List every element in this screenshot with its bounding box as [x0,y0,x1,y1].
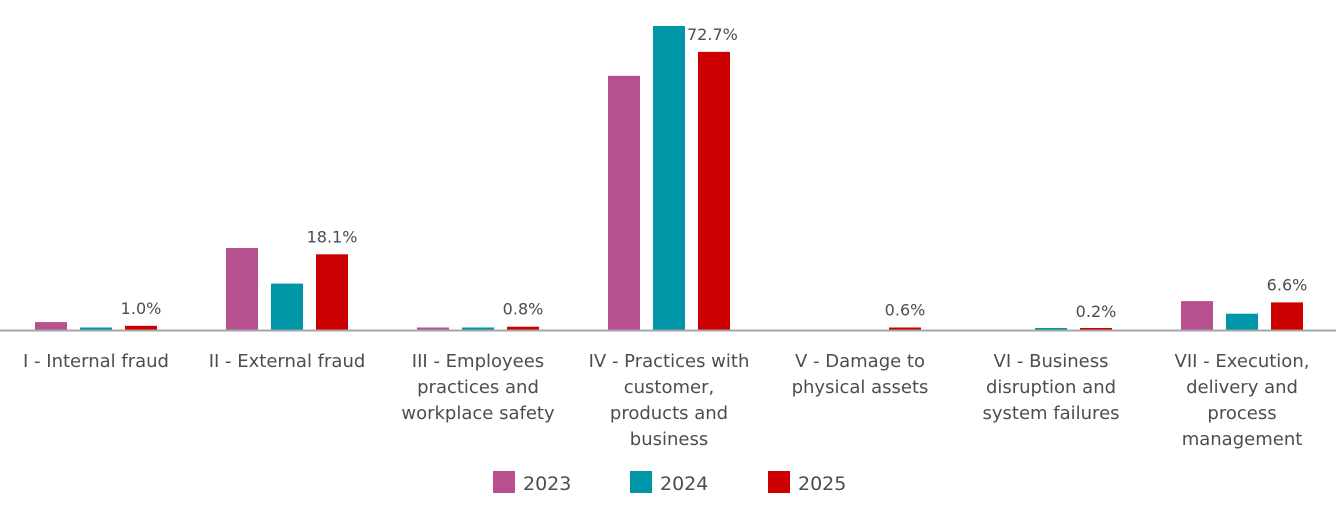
category-label-4: IV - Practices with customer, products and… [589,351,750,450]
category-label-line: business [630,429,708,450]
data-label-cat-2: 18.1% [307,227,358,246]
bar-2025-cat-6 [1080,328,1112,330]
category-labels-layer: I - Internal fraud II - External fraud III… [23,351,1309,450]
bars-layer [35,26,1303,331]
bar-2023-cat-3 [417,327,449,330]
data-label-cat-1: 1.0% [121,299,162,318]
legend-item-2025: 2025 [768,471,846,495]
category-label-line: practices and [417,377,539,398]
bar-2025-cat-4 [698,51,730,331]
legend-label-2023: 2023 [523,473,571,495]
bar-2023-cat-2 [226,248,258,330]
bar-2025-cat-1 [125,325,157,330]
bar-2023-cat-4 [608,75,640,330]
bar-2025-cat-3 [507,326,539,330]
category-label-7: VII - Execution, delivery and process manag… [1175,351,1310,450]
category-label-line: products and [610,403,728,424]
category-label-line: disruption and [986,377,1116,398]
category-label-line: I - Internal fraud [23,351,169,372]
legend-swatch-2025 [768,471,790,493]
data-label-cat-4: 72.7% [687,25,738,44]
legend-item-2024: 2024 [630,471,708,495]
data-label-cat-6: 0.2% [1076,302,1117,321]
category-label-line: II - External fraud [209,351,366,372]
category-label-line: management [1182,429,1303,450]
category-label-line: system failures [982,403,1119,424]
legend: 2023 2024 2025 [493,471,846,495]
legend-swatch-2024 [630,471,652,493]
bar-2025-cat-5 [889,327,921,330]
data-label-cat-5: 0.6% [885,300,926,319]
category-label-line: physical assets [792,377,929,398]
category-label-3: III - Employees practices and workplace sa… [401,351,555,424]
bar-2024-cat-3 [462,327,494,330]
data-label-cat-7: 6.6% [1267,275,1308,294]
category-label-2: II - External fraud [209,351,366,372]
data-label-cat-3: 0.8% [503,300,544,319]
bar-2023-cat-7 [1181,301,1213,330]
category-label-line: VII - Execution, [1175,351,1310,372]
category-label-5: V - Damage to physical assets [792,351,929,398]
data-labels-layer: 1.0% 18.1% 0.8% 72.7% 0.6% 0.2% 6.6% [121,25,1308,321]
category-label-line: workplace safety [401,403,555,424]
bar-2024-cat-2 [271,283,303,330]
legend-label-2025: 2025 [798,473,846,495]
bar-2024-cat-7 [1226,313,1258,330]
bar-2023-cat-1 [35,322,67,330]
bar-2025-cat-2 [316,254,348,330]
bar-2025-cat-7 [1271,302,1303,330]
legend-swatch-2023 [493,471,515,493]
bar-2024-cat-6 [1035,328,1067,330]
legend-label-2024: 2024 [660,473,708,495]
category-label-line: process [1207,403,1276,424]
category-label-line: III - Employees [412,351,544,372]
category-label-1: I - Internal fraud [23,351,169,372]
category-label-line: delivery and [1186,377,1298,398]
category-label-line: IV - Practices with [589,351,750,372]
bar-2024-cat-4 [653,26,685,330]
category-label-line: V - Damage to [795,351,925,372]
category-label-line: customer, [624,377,714,398]
category-label-line: VI - Business [994,351,1109,372]
legend-item-2023: 2023 [493,471,571,495]
bar-2024-cat-1 [80,327,112,330]
category-label-6: VI - Business disruption and system failur… [982,351,1119,424]
